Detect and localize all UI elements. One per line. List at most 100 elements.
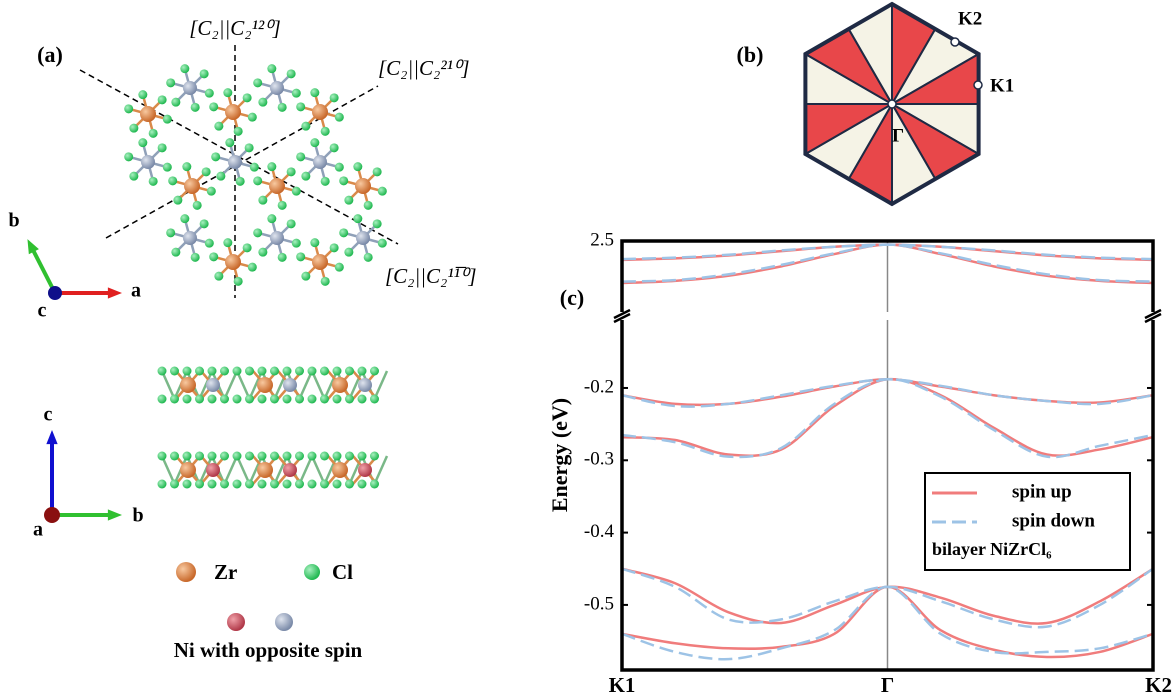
legend-text: Ni with opposite spin — [174, 638, 363, 662]
cl-atom — [310, 88, 319, 97]
cl-atom — [335, 163, 344, 172]
zr-atom — [180, 462, 196, 478]
cl-atom — [301, 272, 310, 281]
ni-atom — [141, 155, 155, 169]
cl-atom — [308, 452, 317, 461]
cl-atom — [283, 452, 292, 461]
layer — [158, 452, 388, 489]
x-tick-label: K1 — [609, 673, 636, 696]
axis-origin — [44, 507, 60, 523]
cl-atom — [373, 167, 382, 176]
cl-atom — [245, 367, 254, 376]
zr-atom — [225, 104, 241, 120]
cl-atom — [283, 367, 292, 376]
cl-atom — [270, 452, 279, 461]
zr-atom — [332, 377, 348, 393]
cl-atom — [171, 248, 180, 257]
cl-atom — [358, 395, 367, 404]
cl-atom — [301, 122, 310, 131]
cl-atom — [370, 367, 379, 376]
cl-atom — [195, 480, 204, 489]
cl-atom — [353, 162, 362, 171]
arrow-head — [27, 239, 38, 254]
zr-atom — [332, 462, 348, 478]
cl-atom — [258, 395, 267, 404]
cl-atom — [253, 176, 262, 185]
cl-atom — [191, 253, 200, 262]
cl-atom — [339, 228, 348, 237]
cl-atom — [173, 196, 182, 205]
arrow-head — [108, 509, 122, 520]
cl-atom — [170, 480, 179, 489]
cl-atom — [358, 367, 367, 376]
cl-atom — [209, 252, 218, 261]
cl-atom — [171, 98, 180, 107]
cl-atom — [267, 162, 276, 171]
axis-label: b — [8, 210, 19, 232]
cl-atom — [220, 367, 229, 376]
cl-atom — [248, 113, 257, 122]
cl-atom — [129, 124, 138, 133]
cl-atom — [214, 122, 223, 131]
cl-atom — [124, 152, 133, 161]
ni-atom — [283, 378, 297, 392]
cl-atom — [335, 113, 344, 122]
zr-atom — [312, 254, 328, 270]
cl-atom — [287, 219, 296, 228]
cl-atom — [308, 480, 317, 489]
cl-atom — [333, 395, 342, 404]
cl-atom — [243, 243, 252, 252]
cl-atom — [183, 452, 192, 461]
cl-atom — [310, 138, 319, 147]
zr-atom — [355, 178, 371, 194]
cl-atom — [358, 452, 367, 461]
axis-arrow — [32, 248, 55, 293]
cl-atom — [158, 143, 167, 152]
cl-atom — [308, 367, 317, 376]
cl-atom — [339, 176, 348, 185]
cl-atom — [345, 452, 354, 461]
chlorines — [124, 64, 387, 286]
cl-atom — [295, 367, 304, 376]
cl-atom — [296, 252, 305, 261]
cl-atom — [321, 277, 330, 286]
cl-atom — [248, 263, 257, 272]
panel-a: (a)[C₂||C₂¹²⁰][C₂||C₂²¹⁰][C₂||C₂¹¹̅⁰]bac… — [8, 16, 476, 662]
cl-atom — [278, 253, 287, 262]
cl-atom — [320, 367, 329, 376]
cl-atom — [214, 272, 223, 281]
ni-atom — [183, 231, 197, 245]
cl-atom — [166, 78, 175, 87]
bond — [300, 456, 313, 484]
cl-atom — [166, 228, 175, 237]
ni-atom — [228, 155, 242, 169]
zr-atom — [184, 178, 200, 194]
bond — [225, 371, 238, 399]
bond — [237, 456, 250, 484]
cl-atom — [378, 187, 387, 196]
cl-atom — [168, 176, 177, 185]
cl-atom — [287, 167, 296, 176]
legend-zr — [176, 562, 196, 582]
cl-atom — [333, 480, 342, 489]
cl-atom — [200, 219, 209, 228]
cl-atom — [267, 214, 276, 223]
cl-atom — [245, 143, 254, 152]
cl-atom — [138, 138, 147, 147]
cl-atom — [308, 395, 317, 404]
cl-atom — [236, 177, 245, 186]
k-label: Γ — [892, 125, 904, 146]
cl-atom — [233, 395, 242, 404]
panel-label: (c) — [560, 285, 584, 310]
cl-atom — [170, 395, 179, 404]
cl-atom — [373, 219, 382, 228]
cl-atom — [258, 196, 267, 205]
axis-label: c — [38, 300, 47, 322]
y-tick-label: 2.5 — [590, 229, 614, 250]
cl-atom — [195, 452, 204, 461]
legend-ni-down — [227, 613, 245, 631]
zr-atom — [312, 104, 328, 120]
cl-atom — [370, 452, 379, 461]
cl-atom — [193, 201, 202, 210]
cl-atom — [220, 480, 229, 489]
